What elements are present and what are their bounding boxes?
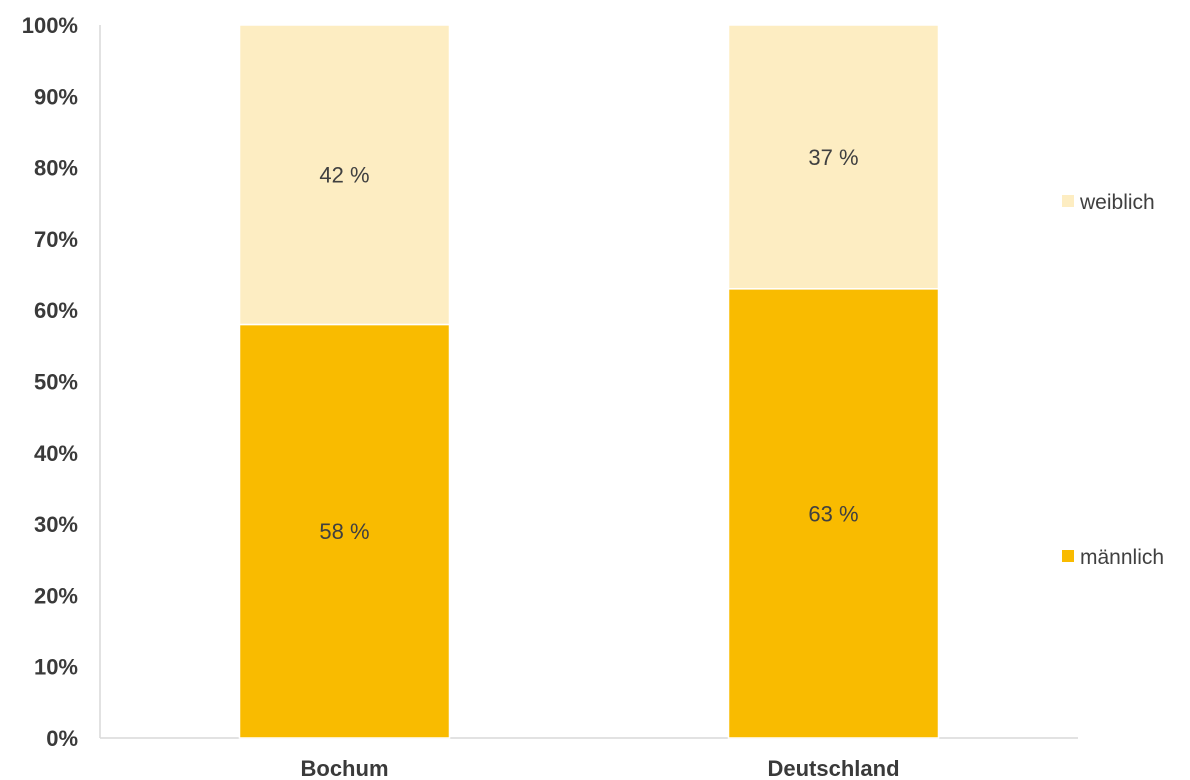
y-tick-label: 80% [34,156,78,181]
legend-swatch [1062,195,1074,207]
bar-segment [727,288,940,739]
y-tick-label: 20% [34,583,78,608]
y-tick-label: 70% [34,227,78,252]
bar-segment [238,24,451,326]
x-tick-label: Deutschland [767,756,899,780]
x-tick-label: Bochum [301,756,389,780]
bar-segment [727,24,940,290]
data-label: 42 % [319,163,369,188]
data-label: 58 % [319,519,369,544]
data-label: 63 % [808,501,858,526]
legend-label: weiblich [1079,191,1155,214]
y-tick-label: 100% [22,13,78,38]
legend: männlich weiblich [1062,191,1164,569]
y-tick-label: 0% [46,726,78,751]
y-tick-label: 10% [34,655,78,680]
data-label: 37 % [808,145,858,170]
y-tick-label: 90% [34,84,78,109]
y-tick-label: 60% [34,298,78,323]
bar-segment [238,323,451,739]
legend-swatch [1062,550,1074,562]
y-axis-ticks: 0% 10% 20% 30% 40% 50% 60% 70% 80% 90% 100% [22,13,78,751]
y-tick-label: 30% [34,512,78,537]
y-tick-label: 50% [34,370,78,395]
y-tick-label: 40% [34,441,78,466]
legend-label: männlich [1080,546,1164,569]
bars-group: 58 % 42 % 63 % 37 % [238,24,940,739]
x-axis-ticks: Bochum Deutschland [301,756,900,780]
